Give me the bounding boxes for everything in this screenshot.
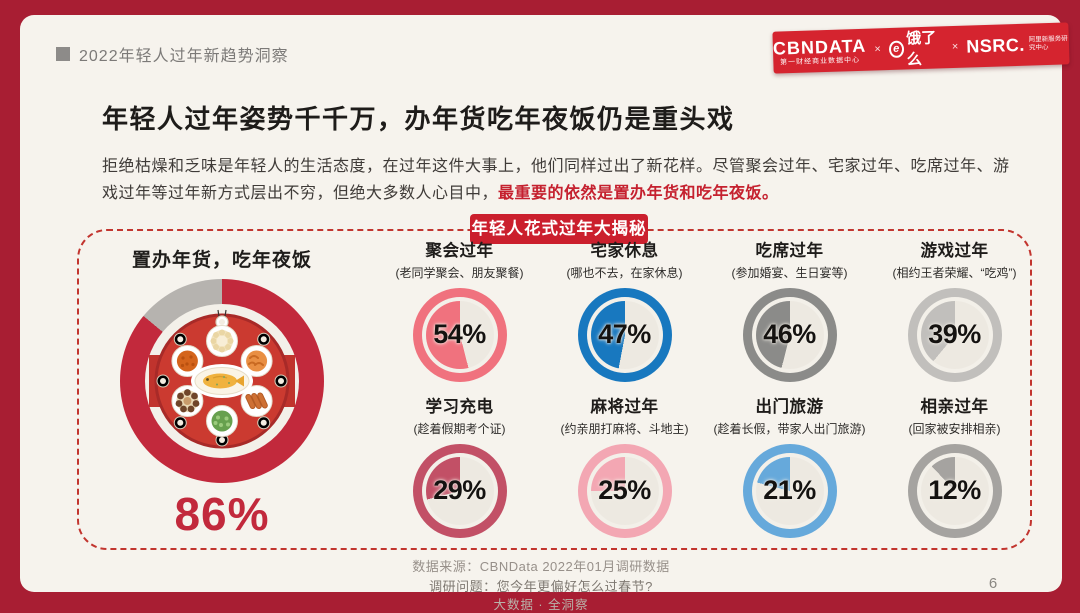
mini-donut-chart: 12%: [907, 444, 1002, 538]
mini-donut-gap-ring: [421, 297, 498, 373]
mini-donut-value: 39%: [928, 318, 981, 349]
mini-chart-subtitle: (哪也不去，在家休息): [566, 266, 683, 280]
mini-chart-cell: 游戏过年 (相约王者荣耀、“吃鸡”) 39%: [872, 237, 1037, 393]
mini-chart-cell: 出门旅游 (趁着长假，带家人出门旅游) 21%: [707, 393, 872, 549]
mini-donut-chart: 25%: [577, 444, 672, 538]
logo-banner: CBNDATA 第一财经商业数据中心 × e 饿了么 × NSRC. 阿里新服务…: [772, 22, 1070, 74]
mini-donut-value: 12%: [928, 474, 981, 505]
mini-donut-pie: [425, 457, 494, 525]
mini-chart-subtitle: (老同学聚会、朋友聚餐): [395, 266, 524, 280]
mini-donut-value: 29%: [433, 474, 486, 505]
main-donut-value: 86%: [174, 488, 270, 540]
mini-donut-value: 46%: [763, 318, 816, 349]
mini-donut-pie: [755, 457, 824, 525]
mini-chart-cell: 相亲过年 (回家被安排相亲) 12%: [872, 393, 1037, 549]
mini-donut-value: 25%: [598, 474, 651, 505]
main-donut-chart: [120, 279, 324, 483]
mini-donut-pie: [590, 301, 659, 369]
mini-donut-pie: [920, 457, 989, 525]
mini-chart-title: 麻将过年: [590, 398, 659, 416]
mini-donut-gap-ring: [751, 297, 828, 373]
mini-donut-chart: 47%: [577, 288, 672, 382]
mini-donut-pie: [920, 301, 989, 369]
mini-donut-pie: [590, 457, 659, 525]
multiply-separator: ×: [951, 40, 959, 54]
cbndata-logo: CBNDATA 第一财经商业数据中心: [772, 35, 867, 66]
mini-donut-value: 54%: [433, 318, 486, 349]
mini-chart-title: 出门旅游: [755, 398, 824, 416]
intro-paragraph: 拒绝枯燥和乏味是年轻人的生活态度，在过年这件大事上，他们同样过出了新花样。尽管聚…: [102, 153, 1020, 207]
mini-donut-chart: 54%: [412, 288, 507, 382]
mini-chart-cell: 吃席过年 (参加婚宴、生日宴等) 46%: [707, 237, 872, 393]
multiply-separator: ×: [874, 43, 881, 56]
eleme-e-icon: e: [888, 40, 904, 58]
page-number: 6: [988, 575, 998, 592]
mini-donut-gap-ring: [916, 297, 993, 373]
mini-donut-value: 21%: [763, 474, 816, 505]
mini-chart-subtitle: (趁着长假，带家人出门旅游): [713, 422, 866, 436]
mini-chart-subtitle: (约亲朋打麻将、斗地主): [560, 422, 689, 436]
chart-panel-badge: 年轻人花式过年大揭秘: [470, 214, 648, 244]
intro-highlight: 最重要的依然是置办年货和吃年夜饭。: [498, 185, 779, 203]
mini-chart-grid: 聚会过年 (老同学聚会、朋友聚餐) 54% 宅家休息 (哪也不去，在家休息) 47% 吃席过…: [377, 237, 1037, 549]
mini-chart-cell: 聚会过年 (老同学聚会、朋友聚餐) 54%: [377, 237, 542, 393]
mini-donut-gap-ring: [751, 453, 828, 529]
mini-chart-title: 相亲过年: [920, 398, 989, 416]
mini-donut-gap-ring: [586, 453, 663, 529]
footer-brand-tagline: 大数据 · 全洞察: [493, 598, 589, 612]
data-source-note: 数据来源：CBNData 2022年01月调研数据: [412, 559, 670, 574]
mini-chart-subtitle: (趁着假期考个证): [413, 422, 506, 436]
mini-donut-chart: 29%: [412, 444, 507, 538]
mini-donut-gap-ring: [586, 297, 663, 373]
mini-chart-title: 吃席过年: [755, 242, 824, 260]
slide-eyebrow: 2022年轻人过年新趋势洞察: [56, 42, 289, 66]
page-title: 年轻人过年姿势千千万，办年货吃年夜饭仍是重头戏: [102, 104, 735, 134]
mini-donut-gap-ring: [916, 453, 993, 529]
mini-chart-title: 聚会过年: [425, 242, 494, 260]
mini-donut-value: 47%: [598, 318, 651, 349]
mini-chart-title: 宅家休息: [590, 242, 659, 260]
slide-card: 2022年轻人过年新趋势洞察 CBNDATA 第一财经商业数据中心 × e 饿了…: [20, 15, 1070, 612]
mini-chart-subtitle: (相约王者荣耀、“吃鸡”): [892, 266, 1017, 280]
mini-donut-gap-ring: [421, 453, 498, 529]
square-bullet-icon: [56, 47, 70, 61]
mini-chart-subtitle: (参加婚宴、生日宴等): [731, 266, 848, 280]
mini-chart-cell: 麻将过年 (约亲朋打麻将、斗地主) 25%: [542, 393, 707, 549]
report-series-title: 2022年轻人过年新趋势洞察: [79, 48, 289, 65]
mini-chart-title: 游戏过年: [920, 242, 989, 260]
mini-donut-chart: 46%: [742, 288, 837, 382]
main-donut-label: 置办年货，吃年夜饭: [131, 250, 312, 271]
mini-chart-cell: 宅家休息 (哪也不去，在家休息) 47%: [542, 237, 707, 393]
reunion-dinner-illustration: [149, 309, 295, 453]
main-donut-hole: [145, 304, 299, 458]
mini-donut-pie: [425, 301, 494, 369]
mini-chart-subtitle: (回家被安排相亲): [908, 422, 1001, 436]
survey-question-note: 调研问题：您今年更偏好怎么过春节?: [429, 579, 653, 594]
mini-chart-cell: 学习充电 (趁着假期考个证) 29%: [377, 393, 542, 549]
mini-donut-chart: 39%: [907, 288, 1002, 382]
nsrc-logo: NSRC. 阿里新服务研究中心: [965, 34, 1068, 57]
mini-donut-pie: [755, 301, 824, 369]
intro-text: 拒绝枯燥和乏味是年轻人的生活态度，在过年这件大事上，他们同样过出了新花样。尽管聚…: [102, 158, 1010, 203]
eleme-logo: e 饿了么: [888, 26, 944, 70]
mini-donut-chart: 21%: [742, 444, 837, 538]
mini-chart-title: 学习充电: [425, 398, 494, 416]
